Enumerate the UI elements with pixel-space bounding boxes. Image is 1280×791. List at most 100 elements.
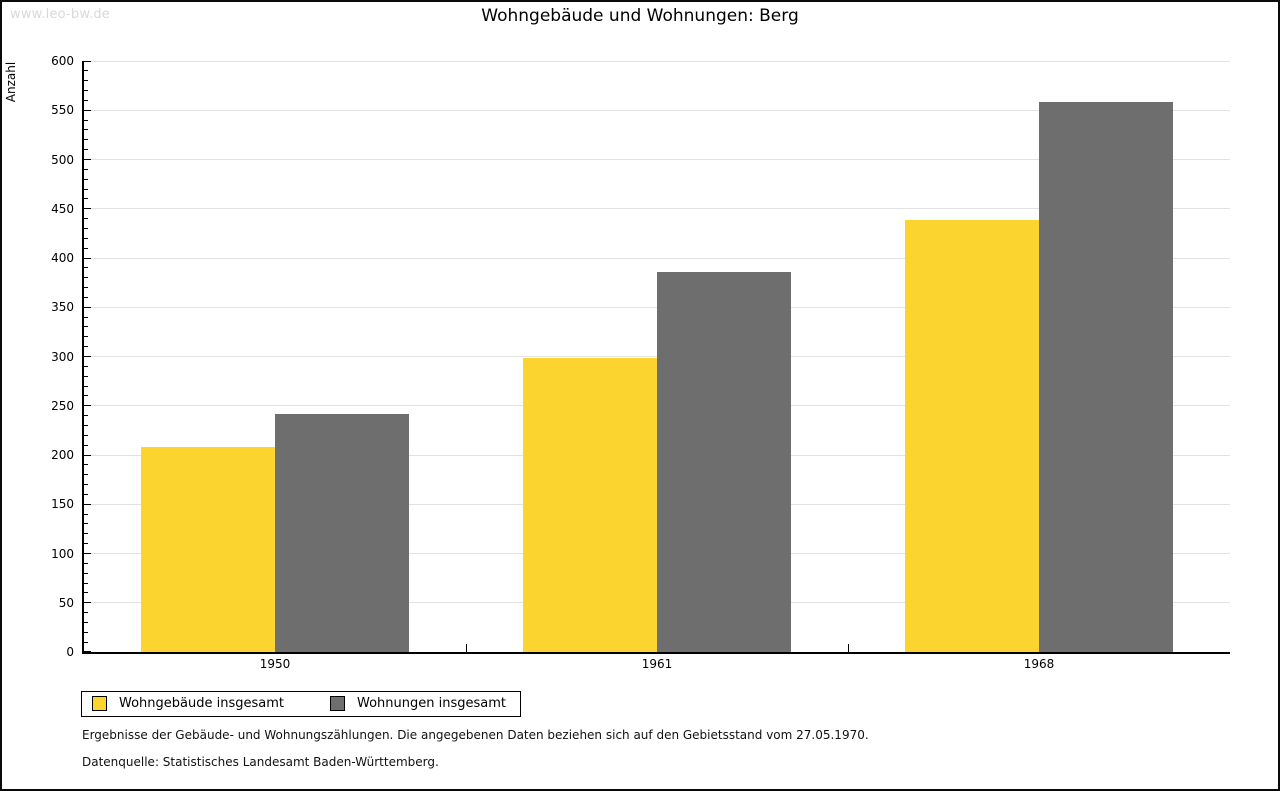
bar-1968-series-0 — [905, 219, 1039, 652]
y-tick-minor-30 — [84, 621, 88, 623]
y-tick-100 — [84, 553, 91, 554]
y-tick-minor-470 — [84, 188, 88, 190]
y-tick-minor-180 — [84, 474, 88, 476]
bar-1968-series-1 — [1039, 102, 1173, 652]
y-tick-minor-270 — [84, 385, 88, 387]
y-tick-minor-160 — [84, 493, 88, 495]
y-tick-minor-220 — [84, 434, 88, 436]
y-tick-minor-170 — [84, 484, 88, 486]
y-tick-label-50: 50 — [58, 595, 74, 610]
gridline-y-550 — [84, 109, 1230, 111]
y-tick-minor-560 — [84, 99, 88, 101]
y-tick-minor-430 — [84, 227, 88, 229]
y-tick-minor-20 — [84, 631, 88, 633]
y-tick-label-300: 300 — [51, 349, 74, 364]
y-tick-500 — [84, 159, 91, 160]
y-tick-250 — [84, 405, 91, 407]
y-tick-0 — [84, 651, 91, 652]
y-tick-minor-390 — [84, 267, 88, 269]
gridline-y-600 — [84, 60, 1230, 62]
y-tick-minor-460 — [84, 198, 88, 200]
y-tick-minor-480 — [84, 178, 88, 180]
legend-label-wohnungen: Wohnungen insgesamt — [357, 696, 506, 711]
y-tick-minor-60 — [84, 592, 88, 594]
y-tick-label-0: 0 — [66, 645, 74, 659]
y-tick-minor-210 — [84, 444, 88, 446]
y-tick-450 — [84, 208, 91, 210]
chart-title: Wohngebäude und Wohnungen: Berg — [481, 6, 799, 26]
y-tick-300 — [84, 356, 91, 357]
y-tick-minor-310 — [84, 346, 88, 348]
y-tick-minor-530 — [84, 129, 88, 131]
y-tick-minor-570 — [84, 90, 88, 92]
legend-swatch-wohngebaeude-icon — [92, 696, 107, 711]
y-tick-minor-490 — [84, 168, 88, 170]
y-tick-minor-360 — [84, 296, 88, 298]
plot-area: 0 50 100 150 200 250 300 350 400 450 500 550 600 1950… — [51, 54, 1230, 671]
footnote-source-note: Ergebnisse der Gebäude- und Wohnungszähl… — [82, 728, 869, 742]
y-tick-label-600: 600 — [51, 54, 74, 68]
legend-swatch-wohnungen-icon — [330, 696, 345, 711]
y-tick-label-150: 150 — [51, 497, 74, 512]
y-tick-minor-10 — [84, 641, 88, 643]
y-tick-label-500: 500 — [51, 152, 74, 167]
y-tick-minor-120 — [84, 533, 88, 535]
x-boundary-tick-1 — [465, 644, 467, 652]
y-tick-200 — [84, 454, 91, 456]
y-tick-minor-90 — [84, 562, 88, 564]
y-tick-label-350: 350 — [51, 300, 74, 315]
x-category-label-1968: 1968 — [1023, 657, 1055, 671]
y-tick-minor-70 — [84, 582, 88, 584]
y-tick-minor-240 — [84, 415, 88, 417]
gridline-y-500 — [84, 159, 1230, 160]
y-tick-600 — [84, 60, 91, 62]
y-tick-label-100: 100 — [51, 546, 74, 561]
bar-1950-series-0 — [141, 447, 275, 652]
y-tick-minor-420 — [84, 237, 88, 239]
y-tick-minor-140 — [84, 513, 88, 515]
y-tick-minor-80 — [84, 572, 88, 574]
y-tick-minor-580 — [84, 80, 88, 82]
y-tick-550 — [84, 109, 91, 111]
bar-1950-series-1 — [275, 413, 409, 652]
x-category-label-1961: 1961 — [641, 657, 673, 671]
y-tick-50 — [84, 602, 91, 604]
y-tick-350 — [84, 306, 91, 308]
y-tick-minor-110 — [84, 543, 88, 545]
bar-1961-series-0 — [523, 358, 657, 652]
y-tick-minor-230 — [84, 424, 88, 426]
y-tick-minor-320 — [84, 336, 88, 338]
bar-1961-series-1 — [657, 271, 791, 652]
y-tick-minor-380 — [84, 277, 88, 279]
y-tick-minor-190 — [84, 464, 88, 466]
y-tick-minor-590 — [84, 70, 88, 72]
y-tick-label-250: 250 — [51, 398, 74, 413]
y-tick-minor-410 — [84, 247, 88, 249]
y-tick-minor-510 — [84, 149, 88, 151]
legend-label-wohngebaeude: Wohngebäude insgesamt — [119, 696, 284, 711]
legend-item-wohnungen: Wohnungen insgesamt — [330, 696, 506, 711]
y-tick-minor-40 — [84, 612, 88, 614]
x-category-label-1950: 1950 — [259, 657, 291, 671]
y-tick-minor-540 — [84, 119, 88, 121]
y-tick-minor-130 — [84, 523, 88, 525]
gridline-y-400 — [84, 257, 1230, 259]
legend: Wohngebäude insgesamt Wohnungen insgesam… — [81, 691, 521, 717]
y-tick-150 — [84, 503, 91, 505]
y-tick-minor-340 — [84, 316, 88, 318]
y-tick-minor-370 — [84, 287, 88, 289]
y-tick-label-550: 550 — [51, 103, 74, 118]
y-tick-label-450: 450 — [51, 201, 74, 216]
gridline-y-450 — [84, 208, 1230, 210]
x-boundary-tick-2 — [847, 644, 849, 652]
footnote-data-source: Datenquelle: Statistisches Landesamt Bad… — [82, 755, 439, 769]
y-tick-400 — [84, 257, 91, 259]
y-tick-label-400: 400 — [51, 251, 74, 265]
y-tick-minor-440 — [84, 218, 88, 220]
y-tick-minor-330 — [84, 326, 88, 328]
watermark-leo-bw: www.leo-bw.de — [10, 7, 111, 22]
y-tick-minor-290 — [84, 365, 88, 367]
y-tick-label-200: 200 — [51, 448, 74, 462]
y-tick-minor-260 — [84, 395, 88, 397]
